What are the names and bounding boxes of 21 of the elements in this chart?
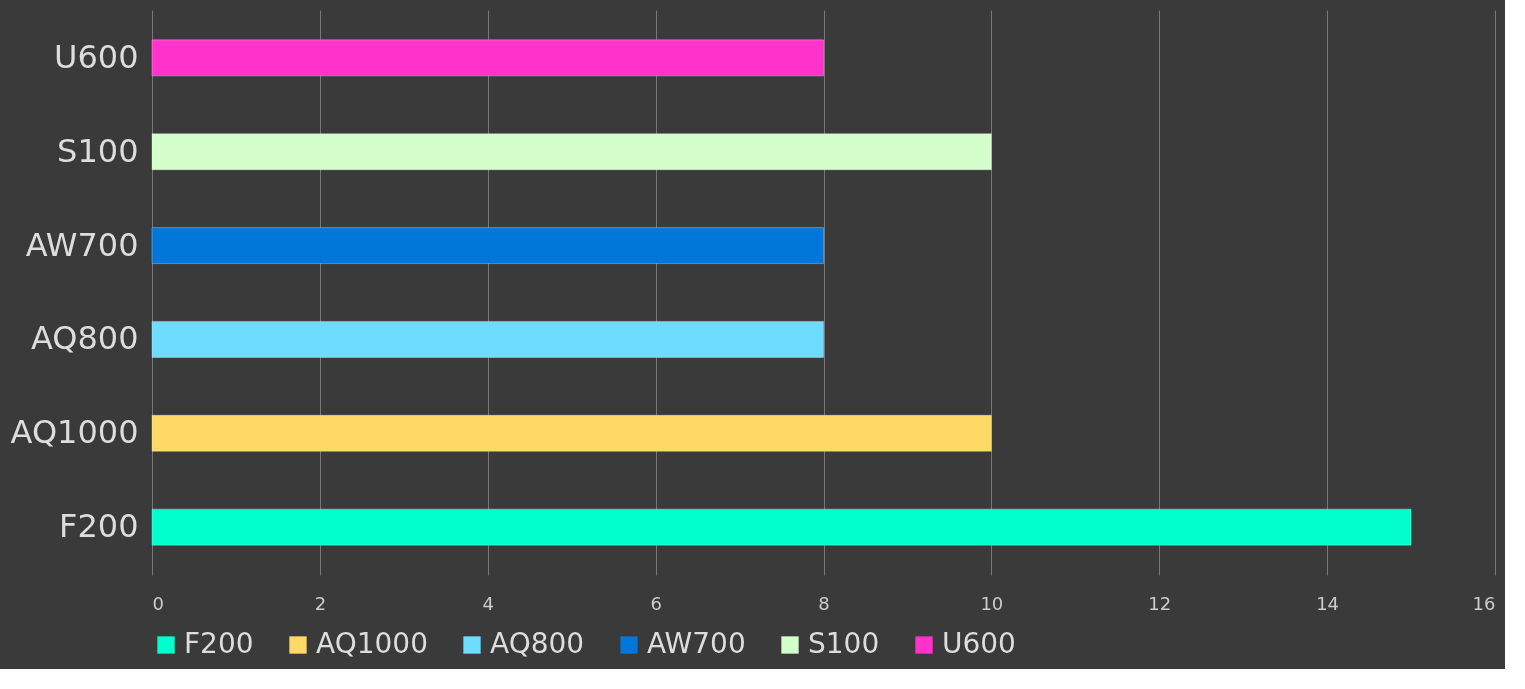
x-tick-label: 0 (152, 592, 164, 614)
y-tick-label: F200 (59, 507, 139, 546)
legend-label: AQ1000 (316, 627, 428, 660)
legend-label: F200 (184, 627, 254, 660)
legend-label: S100 (808, 627, 880, 660)
y-tick-label: AQ1000 (10, 413, 139, 452)
x-tick-label: 6 (650, 592, 662, 614)
legend-label: AW700 (647, 627, 746, 660)
x-tick-label: 4 (482, 592, 494, 614)
x-tick-label: 2 (314, 592, 327, 614)
y-tick-label: S100 (57, 131, 139, 170)
y-tick-label: AW700 (25, 225, 139, 264)
x-tick-label: 10 (980, 592, 1004, 614)
legend-label: U600 (942, 627, 1016, 660)
y-tick-label: U600 (54, 37, 139, 76)
x-tick-label: 14 (1316, 592, 1340, 614)
y-tick-label: AQ800 (30, 319, 139, 358)
x-tick-label: 8 (818, 592, 830, 614)
legend-label: AQ800 (490, 627, 585, 660)
x-tick-label: 16 (1472, 592, 1496, 614)
x-tick-label: 12 (1148, 592, 1172, 614)
